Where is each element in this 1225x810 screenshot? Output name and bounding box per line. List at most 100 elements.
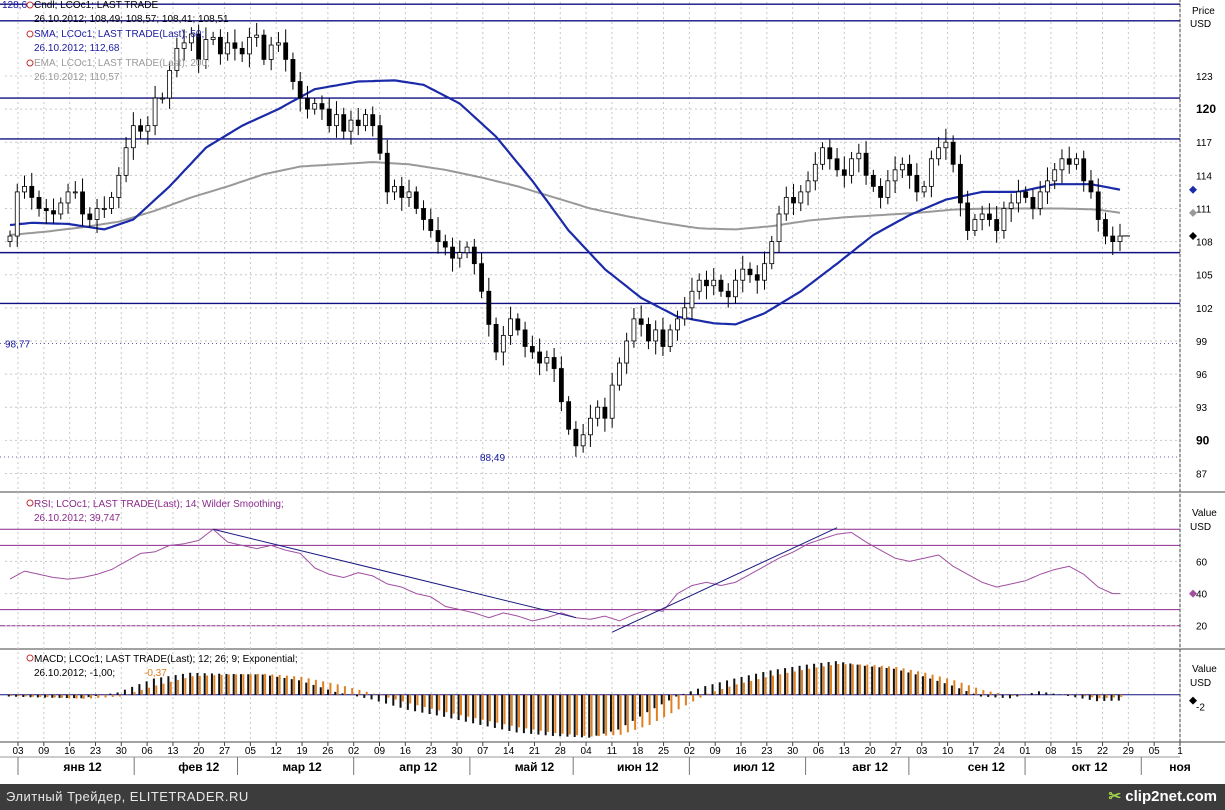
candle-body	[247, 36, 252, 55]
price-axis-unit: USD	[1190, 19, 1211, 30]
candle-body	[377, 125, 383, 154]
rsi-tick-label: 20	[1196, 622, 1208, 633]
candle-body	[58, 202, 64, 215]
footer-bar: Элитный Трейдер, ELITETRADER.RU ✂ clip2n…	[0, 784, 1225, 810]
candle-body	[987, 213, 992, 220]
price-top-label: 128,6	[2, 0, 27, 11]
chart-svg[interactable]: 8790939699102105108111114117120123PriceU…	[0, 0, 1225, 784]
candle-body	[1037, 191, 1043, 209]
candle-body	[587, 417, 593, 436]
candle-body	[188, 33, 194, 44]
candle-body	[109, 197, 114, 209]
macd-legend-text: 26.10.2012; -1,00;	[34, 668, 115, 679]
candle-body	[72, 191, 78, 194]
candle-body	[653, 329, 659, 342]
level-label: 88,49	[480, 453, 505, 464]
candle-body	[675, 318, 680, 331]
candle-body	[355, 119, 361, 127]
x-day-label: 30	[451, 746, 463, 757]
candle-body	[1095, 191, 1101, 220]
x-day-label: 21	[529, 746, 541, 757]
candle-body	[297, 81, 303, 99]
candle-body	[921, 185, 927, 193]
macd-axis-unit: USD	[1190, 678, 1211, 689]
x-day-label: 23	[761, 746, 773, 757]
candle-body	[885, 180, 891, 198]
candle-body	[725, 290, 731, 298]
candle-body	[442, 241, 448, 248]
clip2net-logo: ✂ clip2net.com	[1108, 788, 1217, 805]
candle-body	[820, 147, 825, 165]
candle-body	[783, 197, 789, 215]
candle-body	[421, 208, 426, 220]
candle-body	[261, 34, 267, 60]
price-tick-label: 108	[1196, 238, 1213, 249]
price-legend-text: 26.10.2012; 112,68	[34, 43, 120, 54]
candle-body	[733, 279, 738, 298]
candle-body	[798, 191, 804, 204]
price-axis-title: Price	[1192, 6, 1215, 17]
legend-config-icon	[26, 30, 34, 38]
candle-body	[290, 59, 296, 82]
candle-body	[174, 47, 180, 71]
candle-body	[450, 246, 455, 259]
candle-body	[471, 246, 477, 265]
x-month-label: апр 12	[399, 760, 437, 774]
candle-body	[254, 34, 260, 38]
x-day-label: 16	[64, 746, 76, 757]
rsi-trendline	[611, 527, 838, 633]
sma50-line	[9, 79, 1121, 326]
candle-body	[51, 210, 56, 215]
candle-body	[558, 368, 564, 403]
x-day-label: 07	[477, 746, 489, 757]
candle-body	[1052, 169, 1058, 182]
candle-body	[704, 279, 709, 287]
legend-config-icon	[26, 59, 34, 67]
x-day-label: 13	[167, 746, 179, 757]
candle-body	[65, 191, 71, 204]
candle-body	[870, 174, 876, 187]
candle-body	[326, 108, 332, 127]
candle-body	[936, 147, 942, 160]
candle-body	[791, 197, 796, 204]
x-day-label: 29	[1123, 746, 1135, 757]
candle-body	[1110, 235, 1116, 242]
footer-text: Элитный Трейдер, ELITETRADER.RU	[6, 789, 249, 804]
x-month-label: мар 12	[282, 760, 322, 774]
x-day-label: 16	[400, 746, 412, 757]
x-day-label: 15	[1071, 746, 1083, 757]
candle-body	[892, 169, 898, 182]
candle-body	[384, 152, 390, 193]
candle-body	[312, 103, 318, 110]
x-day-label: 16	[735, 746, 747, 757]
candle-body	[689, 290, 695, 309]
x-day-label: 26	[322, 746, 334, 757]
candle-body	[957, 163, 963, 204]
candle-body	[276, 42, 281, 46]
candle-body	[370, 114, 376, 127]
x-day-label: 17	[968, 746, 980, 757]
rsi-tick-label: 60	[1196, 557, 1208, 568]
candle-body	[305, 97, 310, 110]
candle-body	[529, 346, 535, 353]
x-day-label: 20	[865, 746, 877, 757]
candle-body	[334, 114, 339, 127]
x-month-label: май 12	[515, 760, 555, 774]
price-tick-label: 114	[1196, 171, 1212, 182]
price-tick-label: 120	[1196, 102, 1216, 116]
x-day-label: 06	[142, 746, 154, 757]
candle-body	[667, 329, 673, 347]
candle-body	[341, 114, 347, 132]
x-day-label: 09	[374, 746, 386, 757]
candle-body	[631, 318, 637, 342]
candle-body	[544, 357, 550, 364]
x-day-label: 23	[426, 746, 438, 757]
candle-body	[1030, 197, 1036, 209]
candle-body	[1066, 158, 1072, 165]
candle-body	[29, 185, 35, 198]
candle-body	[914, 174, 920, 193]
candle-body	[7, 235, 13, 242]
x-day-label: 27	[890, 746, 902, 757]
macd-legend-text: MACD; LCOc1; LAST TRADE(Last); 12; 26; 9…	[34, 654, 298, 665]
